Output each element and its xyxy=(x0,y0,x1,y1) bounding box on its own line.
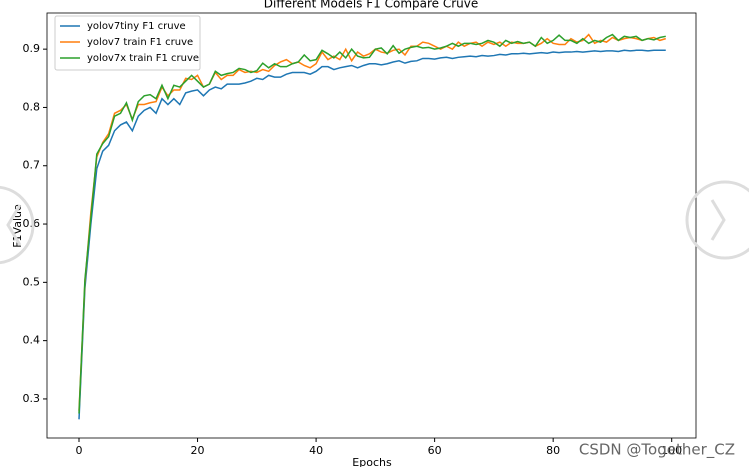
nav-prev-icon xyxy=(6,204,22,246)
watermark: CSDN @Together_CZ xyxy=(579,441,735,460)
y-tick-label: 0.6 xyxy=(23,217,41,230)
x-axis-label: Epochs xyxy=(352,456,392,467)
x-tick-label: 0 xyxy=(76,444,83,457)
y-tick-label: 0.8 xyxy=(23,100,41,113)
nav-prev[interactable] xyxy=(0,185,35,265)
y-tick-label: 0.5 xyxy=(23,275,41,288)
nav-next[interactable] xyxy=(685,180,749,260)
legend-box xyxy=(54,15,201,71)
x-tick-label: 100 xyxy=(661,444,682,457)
chart-title: Different Models F1 Compare Cruve xyxy=(264,0,479,11)
legend-label: yolov7tiny F1 cruve xyxy=(87,21,186,32)
plot-area: 0 20 40 60 80 100 0.3 0.4 0.5 0.6 0.7 0.8 0.9 yolov7t… xyxy=(23,12,697,457)
legend-label: yolov7 train F1 cruve xyxy=(87,37,193,48)
y-tick-label: 0.7 xyxy=(23,159,41,172)
x-tick-label: 80 xyxy=(546,444,560,457)
y-tick-label: 0.9 xyxy=(23,42,41,55)
x-tick-label: 40 xyxy=(309,444,323,457)
axes-frame xyxy=(46,12,697,439)
x-tick-label: 20 xyxy=(191,444,205,457)
y-tick-label: 0.3 xyxy=(23,392,41,405)
series-line xyxy=(78,49,666,420)
legend-label: yolov7x train F1 cruve xyxy=(87,53,199,64)
y-tick-label: 0.4 xyxy=(23,334,41,347)
series-line xyxy=(78,33,666,411)
nav-next-icon xyxy=(710,199,726,241)
x-tick-label: 60 xyxy=(428,444,442,457)
series-line xyxy=(78,33,666,414)
